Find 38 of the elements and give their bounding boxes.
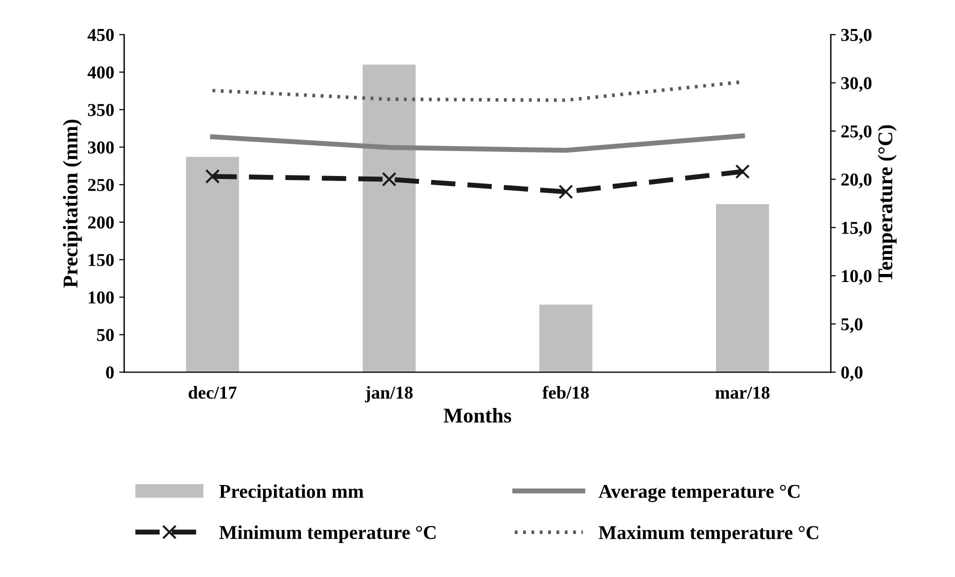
y-tick-label: 450 (88, 28, 114, 42)
y2-tick-label: 0,0 (841, 366, 862, 382)
legend-label: Maximum temperature °C (598, 526, 818, 544)
y2-axis-title: Temperature (°C) (878, 125, 897, 282)
y2-tick-label: 15,0 (842, 222, 872, 237)
y2-tick-label: 25,0 (841, 125, 872, 140)
y-tick-label: 400 (88, 66, 114, 79)
y-tick-label: 150 (88, 254, 114, 266)
y-tick-label: 200 (88, 216, 114, 229)
y2-tick-label: 20,0 (841, 174, 872, 188)
y2-tick-label: 10,0 (842, 270, 872, 285)
point (205, 169, 220, 184)
point (382, 172, 396, 187)
y-tick-label: 300 (88, 141, 114, 154)
point (558, 184, 574, 200)
x-tick-label: dec/17 (188, 386, 237, 399)
line-series (210, 133, 745, 153)
point (735, 164, 750, 179)
y-tick-label: 100 (88, 291, 114, 304)
y-tick-label: 250 (88, 178, 114, 192)
x-tick-label: mar/18 (715, 386, 770, 399)
legend-label: Minimum temperature °C (219, 525, 436, 544)
y-tick-label: 350 (88, 104, 114, 116)
x-tick-label: jan/18 (364, 386, 413, 402)
y-tick-label: 50 (97, 328, 114, 342)
bar (716, 204, 770, 372)
x-tick-label: feb/18 (542, 386, 589, 399)
y-tick-label: 0 (106, 366, 114, 379)
legend-label: Average temperature °C (598, 484, 800, 502)
legend-label: Precipitation mm (219, 484, 364, 502)
bar (539, 304, 592, 372)
y2-tick-label: 30,0 (841, 77, 872, 92)
y2-tick-label: 35,0 (841, 28, 872, 44)
y2-tick-label: 5,0 (841, 318, 862, 334)
bar (186, 156, 239, 372)
bar (362, 64, 416, 372)
x-axis-title: Months (444, 408, 512, 423)
y-axis-title: Precipitation (mm) (62, 120, 82, 288)
